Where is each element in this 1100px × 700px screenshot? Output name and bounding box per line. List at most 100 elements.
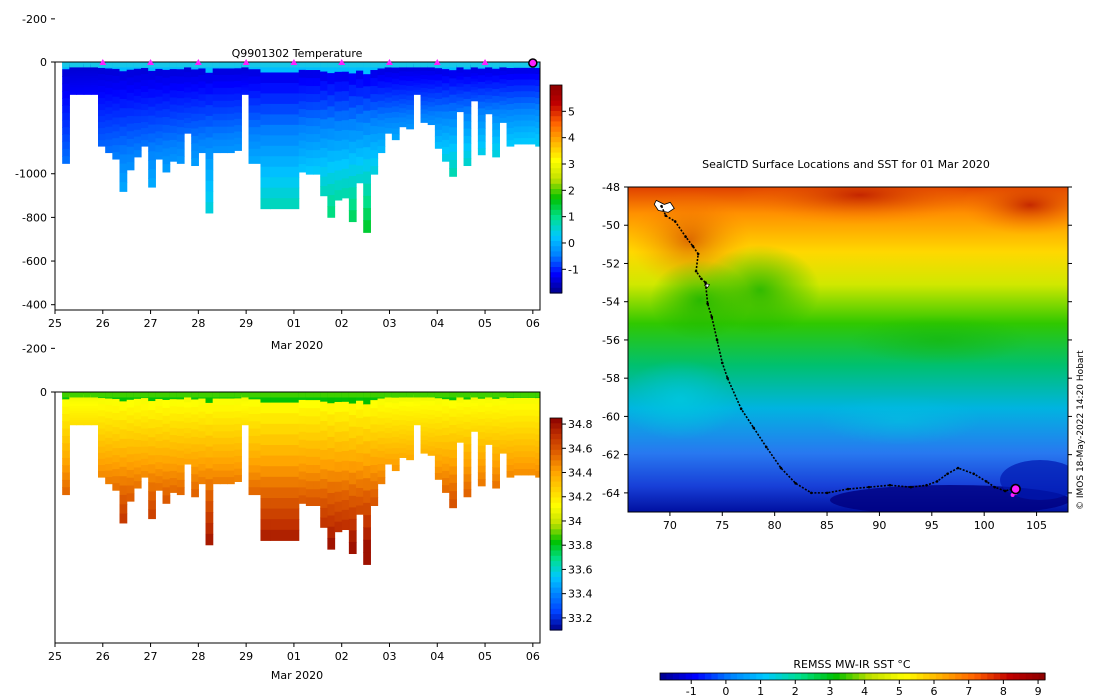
salinity-profile-cell — [492, 467, 500, 475]
salinity-profile-cell — [184, 397, 192, 403]
salinity-profile-cell — [76, 408, 85, 412]
salinity-profile-cell — [227, 477, 235, 485]
temperature-profile-cell — [420, 113, 429, 119]
salinity-profile-cell — [241, 396, 250, 400]
salinity-profile-cell — [442, 427, 450, 436]
sst-colorbar-swatch — [858, 673, 866, 680]
salinity-profile-cell — [76, 396, 85, 400]
temperature-profile-cell — [198, 68, 207, 76]
temperature-x-ticks: 25 26 27 28 29 01 02 03 04 05 06 — [48, 310, 540, 330]
temperature-profile-cell — [485, 80, 493, 85]
salinity-profile-cell — [227, 457, 235, 465]
x-tick-label: 28 — [191, 317, 205, 330]
salinity-profile-cell — [313, 424, 321, 434]
temperature-profile-cell — [98, 116, 106, 123]
salinity-profile-cell — [162, 431, 171, 441]
temperature-profile-cell — [334, 71, 343, 83]
salinity-profile-cell — [90, 403, 99, 407]
salinity-profile-cell — [248, 421, 262, 430]
x-tick-label: 04 — [430, 650, 444, 663]
salinity-profile-cell — [76, 417, 85, 421]
temperature-profile-cell — [112, 117, 121, 125]
temperature-profile-cell — [260, 177, 271, 189]
x-tick-label: 06 — [526, 650, 540, 663]
salinity-profile-cell — [219, 464, 228, 472]
salinity-colorbar-swatch — [550, 492, 562, 499]
temperature-profile-cell — [191, 143, 199, 152]
temperature-colorbar-swatch — [550, 111, 562, 117]
salinity-profile-cell — [212, 424, 221, 432]
salinity-profile-cell — [377, 464, 386, 472]
surface-layer — [298, 392, 307, 398]
temperature-profile-cell — [334, 81, 343, 93]
salinity-colorbar-swatch — [550, 550, 562, 557]
temperature-profile-cell — [112, 96, 121, 105]
salinity-profile-cell — [270, 392, 300, 404]
temperature-profile-cell — [141, 122, 149, 129]
salinity-profile-cell — [506, 452, 515, 460]
salinity-profile-cell — [112, 434, 121, 442]
salinity-profile-cell — [535, 464, 540, 472]
surface-layer — [112, 392, 121, 398]
temperature-profile-cell — [356, 122, 364, 132]
salinity-profile-cell — [499, 418, 508, 424]
sst-colorbar-swatch — [974, 673, 982, 680]
temperature-profile-cell — [470, 95, 479, 99]
sst-colorbar-swatch — [961, 673, 969, 680]
salinity-profile-cell — [485, 406, 493, 412]
temperature-profile-cell — [492, 122, 500, 131]
salinity-profile-cell — [205, 413, 214, 426]
temperature-profile-cell — [406, 81, 414, 87]
salinity-profile-cell — [270, 498, 300, 510]
temperature-profile-cell — [449, 119, 457, 128]
day-marker — [481, 59, 489, 65]
salinity-profile-cell — [442, 420, 450, 429]
temperature-profile-cell — [470, 86, 479, 91]
salinity-profile-cell — [184, 407, 192, 414]
salinity-profile-cell — [456, 424, 465, 429]
salinity-profile-cell — [413, 420, 422, 423]
surface-layer — [499, 62, 508, 68]
temperature-profile-cell — [133, 116, 142, 124]
salinity-profile-cell — [327, 414, 336, 427]
salinity-profile-cell — [356, 461, 364, 472]
temperature-profile-cell — [162, 124, 171, 134]
surface-layer — [234, 62, 242, 68]
temperature-profile-cell — [133, 136, 142, 144]
surface-layer — [391, 392, 400, 398]
surface-layer — [270, 392, 300, 398]
surface-layer — [463, 62, 472, 68]
temperature-profile-cell — [241, 82, 250, 86]
salinity-profile-cell — [420, 426, 429, 432]
temperature-profile-cell — [69, 66, 78, 70]
temperature-profile-cell — [456, 90, 465, 95]
salinity-profile-cell — [506, 458, 515, 466]
salinity-profile-cell — [456, 431, 465, 436]
temperature-profile-cell — [133, 109, 142, 117]
sst-colorbar: REMSS MW-IR SST °C -1 0 1 2 3 4 5 6 7 8 9 — [659, 658, 1046, 698]
sst-colorbar-tick-label: 5 — [896, 685, 903, 698]
temperature-profile-cell — [377, 139, 386, 147]
salinity-profile-cell — [348, 472, 357, 485]
surface-layer — [219, 392, 228, 398]
salinity-profile-cell — [513, 427, 522, 434]
salinity-profile-cell — [449, 400, 457, 410]
temperature-profile-cell — [520, 120, 529, 127]
temperature-profile-cell — [270, 93, 300, 105]
salinity-profile-cell — [420, 409, 429, 415]
salinity-profile-cell — [528, 451, 536, 458]
temperature-profile-cell — [427, 97, 436, 103]
salinity-profile-cell — [148, 446, 156, 456]
surface-layer — [260, 392, 271, 398]
temperature-profile-cell — [442, 132, 450, 141]
salinity-profile-cell — [327, 504, 336, 516]
salinity-profile-cell — [227, 398, 235, 406]
temperature-profile-cell — [528, 114, 536, 122]
temperature-profile-cell — [313, 102, 321, 111]
salinity-profile-cell — [528, 409, 536, 417]
temperature-profile-cell — [148, 70, 156, 81]
temperature-profile-cell — [148, 88, 156, 99]
temperature-colorbar-tick-label: 2 — [568, 184, 575, 197]
temperature-colorbar-swatch — [550, 199, 562, 206]
temperature-profile-cell — [499, 105, 508, 110]
